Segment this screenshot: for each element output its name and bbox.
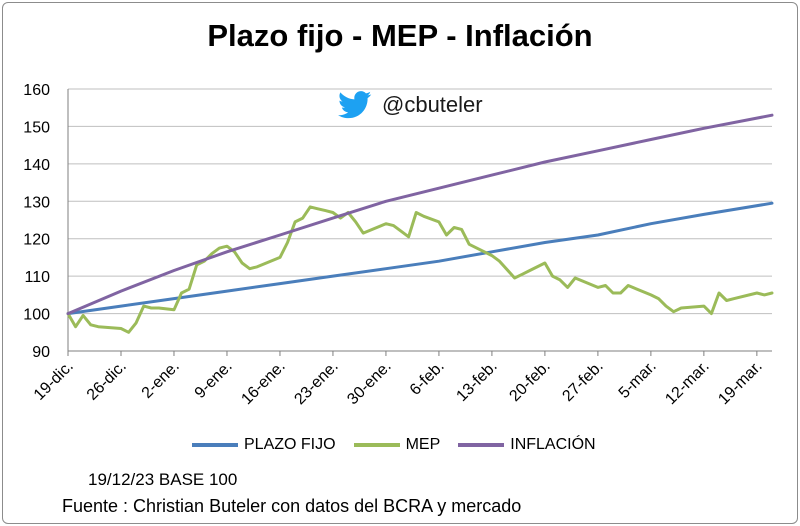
base-note: 19/12/23 BASE 100	[88, 470, 238, 489]
y-tick-label: 130	[23, 194, 50, 211]
source-note: Fuente : Christian Buteler con datos del…	[62, 496, 522, 516]
series-line-plazo-fijo	[66, 201, 774, 316]
legend-label: PLAZO FIJO	[244, 436, 336, 453]
x-tick-label: 2-ene.	[139, 358, 183, 402]
legend-swatch	[353, 443, 400, 447]
y-tick-label: 150	[23, 119, 50, 136]
legend-item-inflacion: INFLACIÓN	[458, 436, 596, 454]
x-tick-label: 5-mar.	[616, 358, 660, 402]
x-tick-label: 13-feb.	[453, 358, 500, 405]
chart-title: Plazo fijo - MEP - Inflación	[207, 18, 593, 53]
y-tick-label: 160	[23, 82, 50, 99]
legend-item-plazo-fijo: PLAZO FIJO	[192, 436, 336, 454]
legend-label: MEP	[405, 436, 441, 453]
y-tick-label: 110	[24, 269, 50, 286]
x-tick-label: 16-ene.	[238, 358, 288, 408]
x-tick-label: 30-ene.	[344, 358, 394, 408]
chart-legend: PLAZO FIJO MEP INFLACIÓN	[192, 436, 614, 454]
x-tick-label: 20-feb.	[506, 358, 553, 405]
x-tick-label: 19-mar.	[715, 358, 765, 408]
legend-item-mep: MEP	[353, 436, 441, 454]
x-tick-label: 12-mar.	[662, 358, 712, 408]
series-line-mep	[66, 205, 774, 334]
twitter-watermark: @cbuteler	[338, 88, 483, 122]
x-tick-label: 26-dic.	[84, 358, 130, 404]
x-tick-label: 27-feb.	[559, 358, 606, 405]
x-tick-label: 19-dic.	[31, 358, 77, 404]
series-line-inflacion	[66, 113, 774, 316]
twitter-handle: @cbuteler	[382, 92, 483, 117]
x-tick-label: 9-ene.	[192, 358, 236, 402]
legend-swatch	[192, 443, 238, 447]
y-tick-label: 100	[23, 307, 50, 324]
y-tick-label: 140	[23, 157, 50, 174]
legend-label: INFLACIÓN	[510, 436, 596, 453]
x-tick-label: 6-feb.	[407, 358, 448, 399]
y-tick-label: 90	[32, 344, 50, 361]
legend-swatch	[458, 443, 505, 447]
x-tick-label: 23-ene.	[291, 358, 341, 408]
twitter-bird-icon	[338, 91, 372, 119]
y-tick-label: 120	[23, 232, 50, 249]
